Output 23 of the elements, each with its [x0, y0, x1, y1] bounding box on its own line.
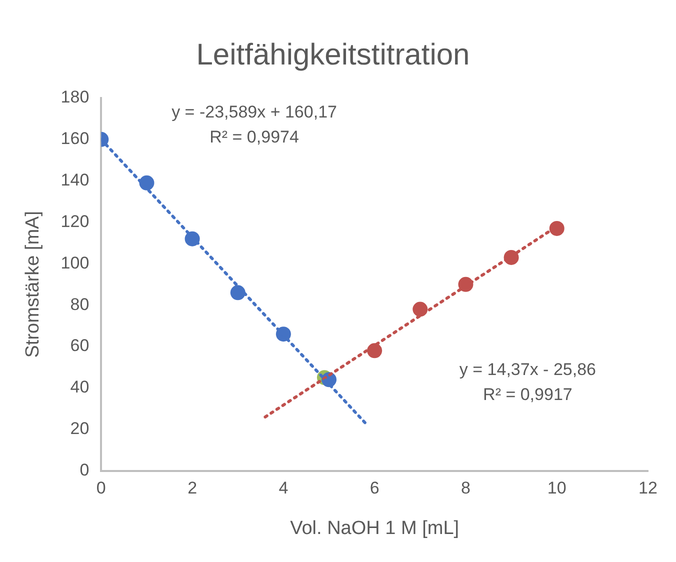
x-tick-label: 2 — [188, 478, 198, 498]
y-tick-label: 120 — [60, 212, 90, 231]
y-tick-label: 160 — [60, 129, 90, 148]
chart-title: Leitfähigkeitstitration — [196, 38, 470, 72]
annotation: y = -23,589x + 160,17 R² = 0,9974 — [172, 102, 337, 147]
x-tick-label: 12 — [638, 478, 658, 498]
y-tick-label: 40 — [70, 378, 90, 397]
y-tick-label: 0 — [80, 460, 90, 480]
y-axis-title: Stromstärke [mA] — [22, 211, 44, 358]
y-tick-label: 80 — [70, 294, 90, 314]
y-tick-label: 140 — [60, 170, 90, 190]
y-tick-label: 100 — [60, 253, 90, 272]
annotation: y = 14,37x - 25,86 R² = 0,9917 — [459, 360, 596, 404]
x-tick-label: 0 — [96, 478, 106, 498]
y-tick-label: 180 — [60, 88, 90, 107]
x-tick-label: 4 — [278, 478, 288, 498]
y-tick-label: 60 — [70, 336, 90, 356]
point — [549, 220, 564, 236]
x-tick-label: 8 — [460, 478, 470, 498]
x-axis-title: Vol. NaOH 1 M [mL] — [290, 518, 460, 539]
x-tick-label: 6 — [370, 478, 380, 498]
y-tick-label: 20 — [70, 419, 90, 438]
x-tick-label: 10 — [547, 478, 566, 498]
